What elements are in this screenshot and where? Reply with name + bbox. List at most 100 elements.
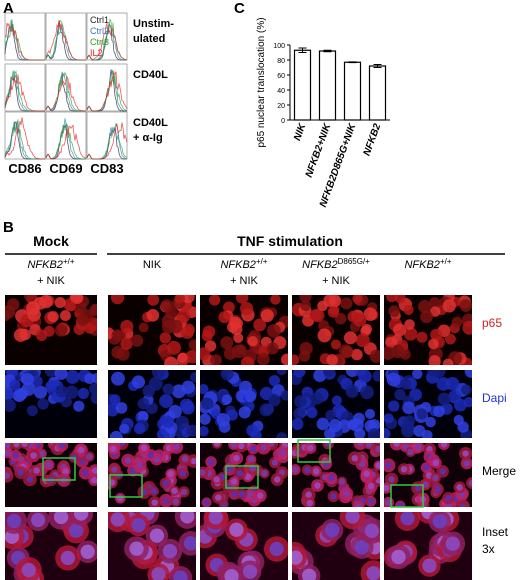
cell	[355, 333, 370, 348]
nucleus	[172, 498, 180, 506]
nucleus	[325, 522, 340, 538]
nucleus	[13, 443, 20, 448]
cell	[386, 372, 401, 387]
y-tick-label: 20	[277, 103, 285, 110]
cell	[403, 304, 414, 315]
cell	[442, 299, 456, 313]
nucleus	[230, 478, 238, 485]
cell	[131, 375, 146, 389]
y-axis-title: p65 nuclear translocation (%)	[256, 17, 267, 147]
cell	[268, 393, 281, 407]
cell	[280, 390, 288, 401]
cell	[180, 326, 194, 340]
cell	[133, 422, 146, 435]
cell	[431, 370, 446, 378]
nucleus	[45, 461, 53, 469]
cell	[235, 295, 249, 304]
cell	[292, 418, 304, 431]
cell	[317, 328, 332, 343]
micrograph	[5, 295, 97, 365]
nucleus	[385, 499, 392, 506]
cell	[253, 318, 267, 332]
cell	[200, 413, 211, 425]
cell	[161, 415, 175, 429]
nucleus	[151, 567, 166, 580]
cell	[120, 337, 133, 351]
micrograph	[292, 512, 380, 580]
nucleus	[366, 566, 380, 580]
micrograph	[200, 512, 288, 580]
cell	[21, 382, 36, 396]
row-label: 3x	[482, 542, 495, 556]
y-tick-label: 40	[277, 88, 285, 95]
nucleus	[292, 550, 303, 565]
cell	[267, 324, 281, 338]
nucleus	[468, 479, 472, 487]
cell	[175, 415, 190, 430]
cell	[174, 295, 185, 304]
nucleus	[261, 470, 268, 477]
nucleus	[111, 466, 118, 473]
inset-box	[390, 484, 424, 508]
nucleus	[445, 536, 460, 551]
nucleus	[214, 494, 222, 501]
cell	[168, 319, 183, 334]
cell	[5, 389, 14, 401]
cell	[119, 423, 130, 434]
bar	[318, 50, 337, 121]
cell	[294, 395, 307, 408]
cell	[345, 384, 359, 398]
cell	[176, 309, 191, 323]
histogram-curve	[86, 22, 128, 61]
y-tick-label: 60	[277, 73, 285, 80]
cell	[353, 313, 367, 327]
cell	[240, 356, 255, 365]
row-label: p65	[482, 316, 502, 330]
nucleus	[162, 544, 178, 559]
column-header: NFKB2+/+	[220, 257, 267, 271]
column-label: CD86	[8, 161, 41, 176]
cell	[164, 356, 179, 365]
panel-b-label: B	[3, 219, 14, 236]
cell	[268, 375, 281, 387]
cell	[388, 400, 400, 412]
column-header: NFKB2+/+	[404, 257, 451, 271]
nucleus	[5, 449, 11, 457]
cell	[442, 358, 454, 365]
nucleus	[33, 467, 40, 474]
cell	[457, 421, 469, 433]
cell	[200, 425, 209, 437]
cell	[5, 399, 16, 412]
cell	[84, 323, 96, 334]
cell	[404, 319, 415, 330]
cell	[340, 297, 353, 310]
cell	[73, 323, 86, 335]
genotype: D865G/+	[338, 257, 371, 266]
cell	[429, 306, 441, 317]
cell	[463, 397, 472, 408]
cell	[137, 410, 149, 422]
cell	[54, 324, 68, 337]
nucleus	[236, 470, 244, 477]
nucleus	[393, 443, 400, 447]
error-bar	[298, 47, 307, 53]
column-header-suffix: + NIK	[37, 275, 65, 287]
histogram-frame	[45, 63, 87, 112]
cell	[369, 349, 380, 363]
column-header-suffix: + NIK	[230, 275, 258, 287]
cell	[361, 323, 373, 335]
histogram-curve	[4, 117, 45, 160]
cell	[65, 301, 77, 312]
cell	[159, 332, 171, 344]
nucleus	[343, 490, 350, 498]
nucleus	[396, 502, 404, 507]
cell	[451, 316, 463, 328]
cell	[403, 327, 418, 341]
histogram-curve	[45, 122, 86, 160]
cell	[109, 430, 123, 438]
cell	[138, 322, 149, 333]
cell	[223, 347, 237, 360]
y-tick-label: 100	[273, 43, 285, 50]
column-header: NFKB2D865G/+	[302, 257, 370, 271]
cell	[109, 394, 121, 406]
